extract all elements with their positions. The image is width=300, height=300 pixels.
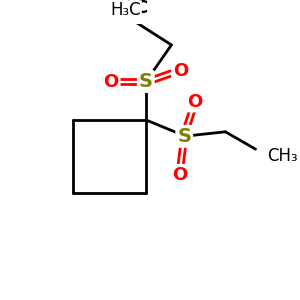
Text: O: O [188, 93, 203, 111]
Text: S: S [139, 72, 153, 91]
Text: CH₃: CH₃ [267, 148, 298, 166]
Text: H₃C: H₃C [110, 1, 141, 19]
Text: S: S [177, 127, 191, 146]
Text: O: O [173, 61, 188, 80]
Text: O: O [103, 73, 119, 91]
Text: 3: 3 [124, 0, 130, 9]
Text: C: C [134, 0, 147, 17]
Text: O: O [172, 166, 187, 184]
Text: H: H [109, 2, 119, 15]
